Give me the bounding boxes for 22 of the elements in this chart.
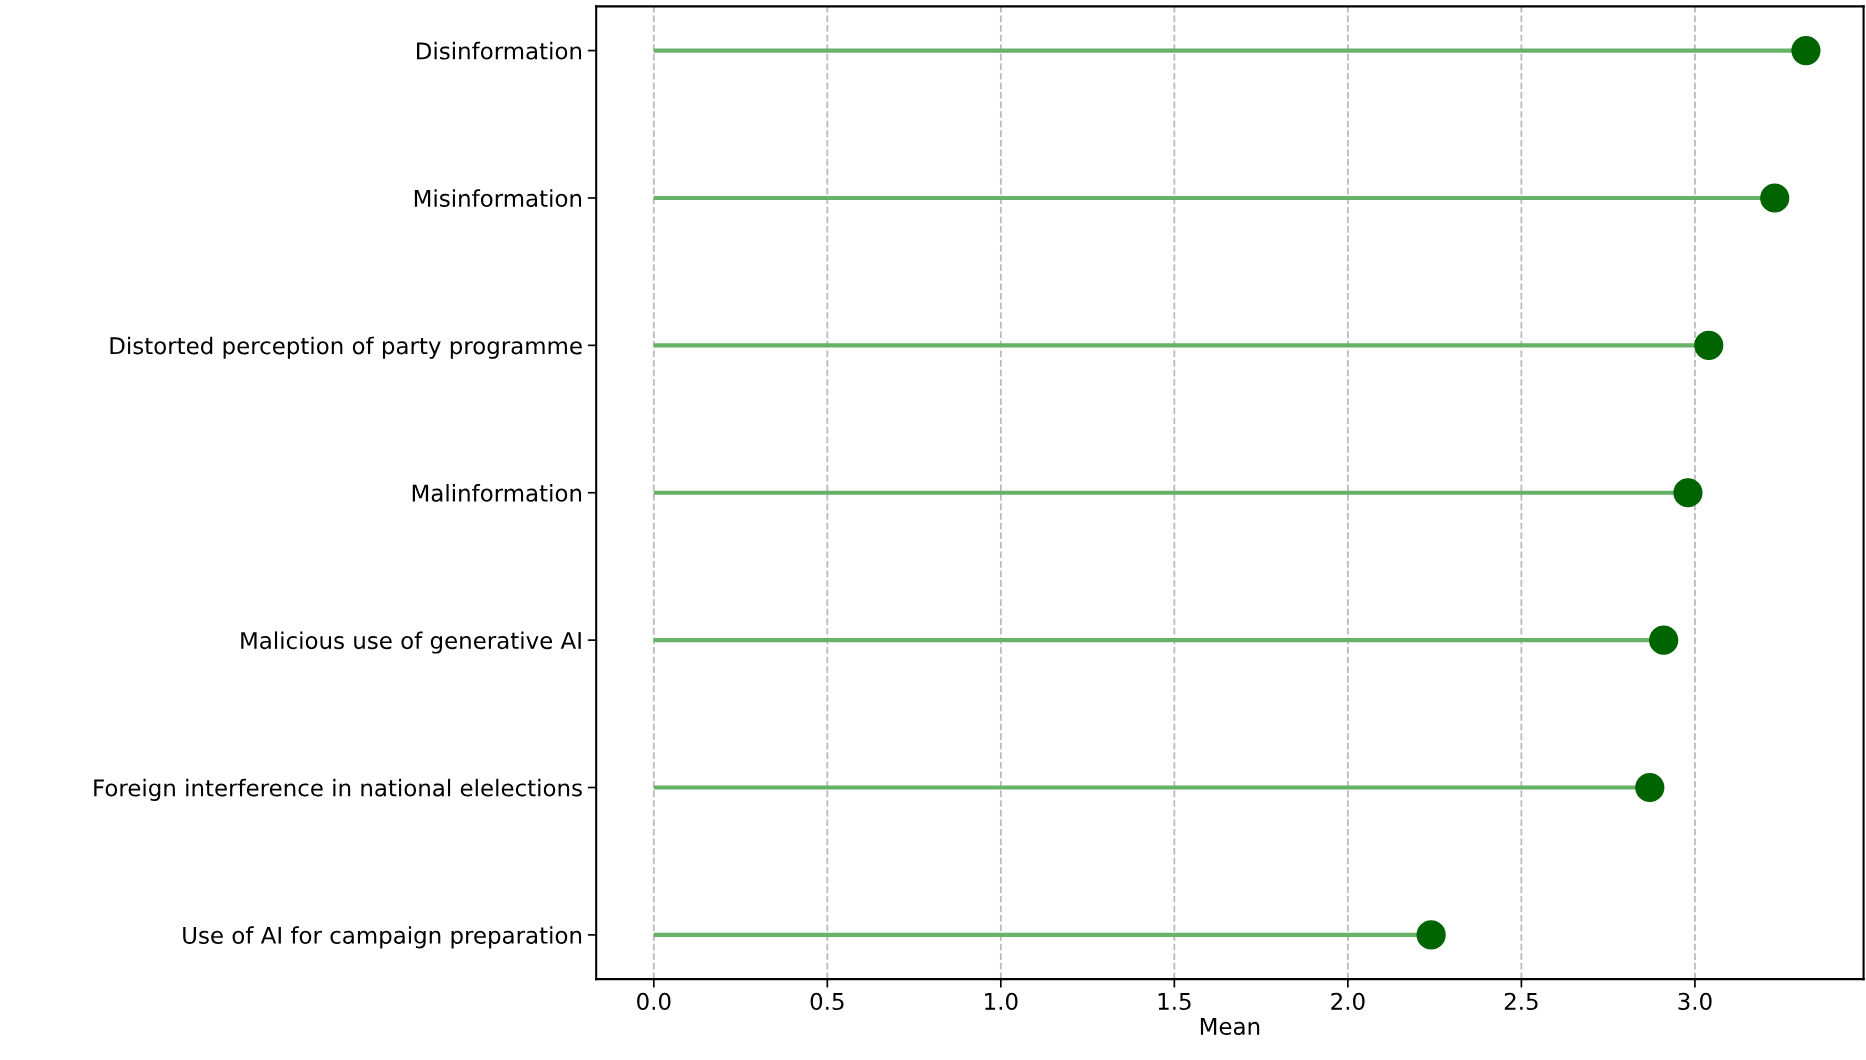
- y-tick-label: Malicious use of generative AI: [241, 631, 581, 654]
- x-tick-label: 0.0: [637, 992, 671, 1011]
- point: [1673, 478, 1703, 508]
- y-tick-label: Foreign interference in national elelections: [94, 778, 582, 801]
- x-axis-title: Mean: [1200, 1017, 1260, 1036]
- y-tick-label: Distorted perception of party programme: [110, 336, 582, 359]
- point: [1760, 183, 1790, 213]
- y-tick-label: Disinformation: [417, 41, 582, 60]
- x-tick-label: 2.5: [1504, 992, 1538, 1011]
- x-tick-label: 2.0: [1331, 992, 1365, 1011]
- point: [1791, 35, 1821, 66]
- x-tick-label: 1.0: [985, 992, 1018, 1011]
- x-tick-label: 0.5: [810, 992, 844, 1011]
- x-tick-label: 1.5: [1158, 993, 1191, 1011]
- point: [1694, 330, 1724, 360]
- point: [1635, 772, 1665, 803]
- point: [1649, 625, 1679, 655]
- y-tick-label: Use of AI for campaign preparation: [183, 926, 582, 949]
- y-tick-label: Malinformation: [412, 484, 582, 502]
- y-tick-label: Misinformation: [414, 189, 582, 207]
- point: [1416, 920, 1446, 950]
- x-tick-label: 3.0: [1678, 992, 1712, 1011]
